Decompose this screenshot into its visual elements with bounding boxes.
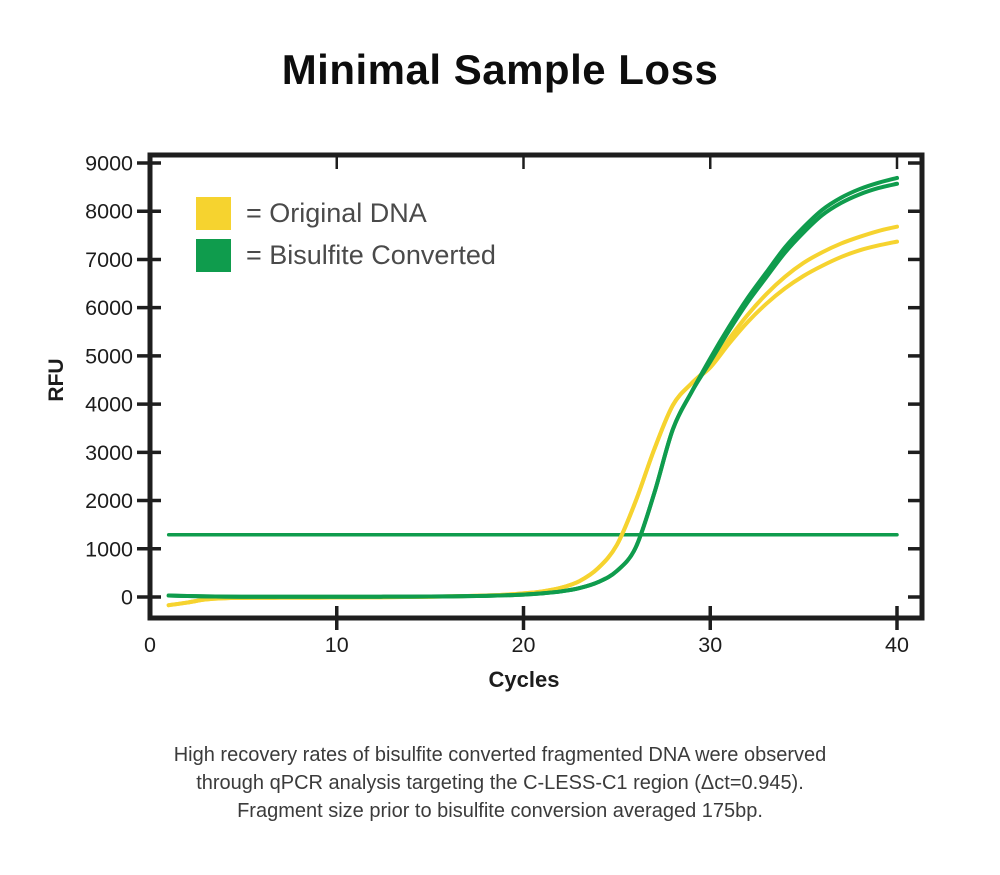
y-tick-label: 2000 [85,489,133,513]
qpcr-line-chart: 0 1000 2000 3000 4000 5000 6000 7000 8000 9000 0 10… [85,152,925,657]
y-axis-title: RFU [45,358,68,402]
caption-line-1: High recovery rates of bisulfite convert… [173,744,827,766]
y-tick-label: 7000 [85,248,133,272]
curve-bisulfite-converted-rep-2 [166,181,899,599]
x-tick-label: 40 [885,633,909,657]
y-tick-label: 0 [121,586,133,610]
x-tick-label: 0 [144,633,156,657]
legend-item-bisulfite-converted: = Bisulfite Converted [196,234,496,276]
chart-legend: = Original DNA = Bisulfite Converted [196,192,496,276]
x-tick-label: 10 [325,633,349,657]
y-tick-label: 1000 [85,537,133,561]
y-tick-label: 6000 [85,296,133,320]
y-tick-label: 8000 [85,200,133,224]
legend-swatch-bisulfite-converted [196,238,231,272]
caption-line-3: Fragment size prior to bisulfite convers… [237,800,763,822]
y-tick-label: 9000 [85,152,133,176]
legend-label-bisulfite-converted: = Bisulfite Converted [246,239,496,270]
legend-swatch-original-dna [196,196,231,230]
legend-label-original-dna: = Original DNA [246,197,427,228]
x-tick-label: 20 [512,633,536,657]
y-tick-label: 4000 [85,393,133,417]
caption-line-2: through qPCR analysis targeting the C-LE… [196,772,804,794]
curve-original-dna-rep-1 [166,224,899,608]
curve-original-dna-rep-2 [166,239,899,608]
y-tick-label: 5000 [85,344,133,368]
x-axis-title: Cycles [488,667,560,692]
plot-border [147,152,925,621]
x-tick-label: 30 [698,633,722,657]
figure-caption: High recovery rates of bisulfite convert… [0,741,1000,825]
y-tick-label: 3000 [85,441,133,465]
legend-item-original-dna: = Original DNA [196,192,496,234]
page-title: Minimal Sample Loss [281,46,719,93]
